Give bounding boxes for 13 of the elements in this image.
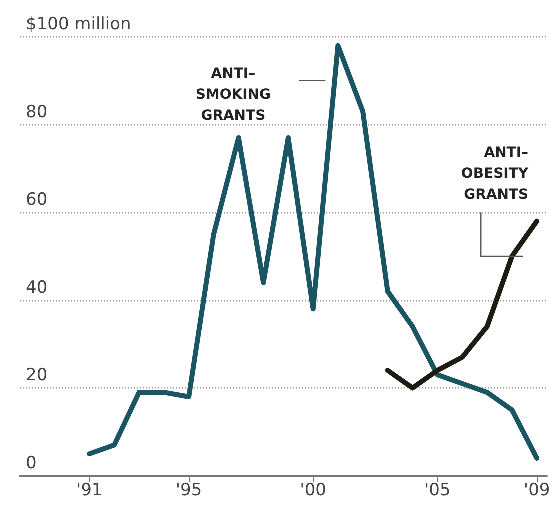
x-tick-label: '91 [76,480,103,500]
series-label: ANTI– SMOKING GRANTS [196,66,272,124]
y-tick-label: 20 [26,366,48,386]
x-tick-label: '95 [176,480,202,500]
x-tick-label: '00 [300,480,326,500]
y-tick-label: 80 [26,102,48,122]
series-label: ANTI– OBESITY GRANTS [461,144,530,203]
x-tick-label: '05 [424,480,451,500]
y-tick-label: 60 [26,190,48,210]
y-tick-label: $100 million [26,14,132,34]
y-tick-label: 40 [26,278,48,298]
x-tick-label: '09 [524,480,550,500]
y-tick-label: 0 [26,454,37,474]
